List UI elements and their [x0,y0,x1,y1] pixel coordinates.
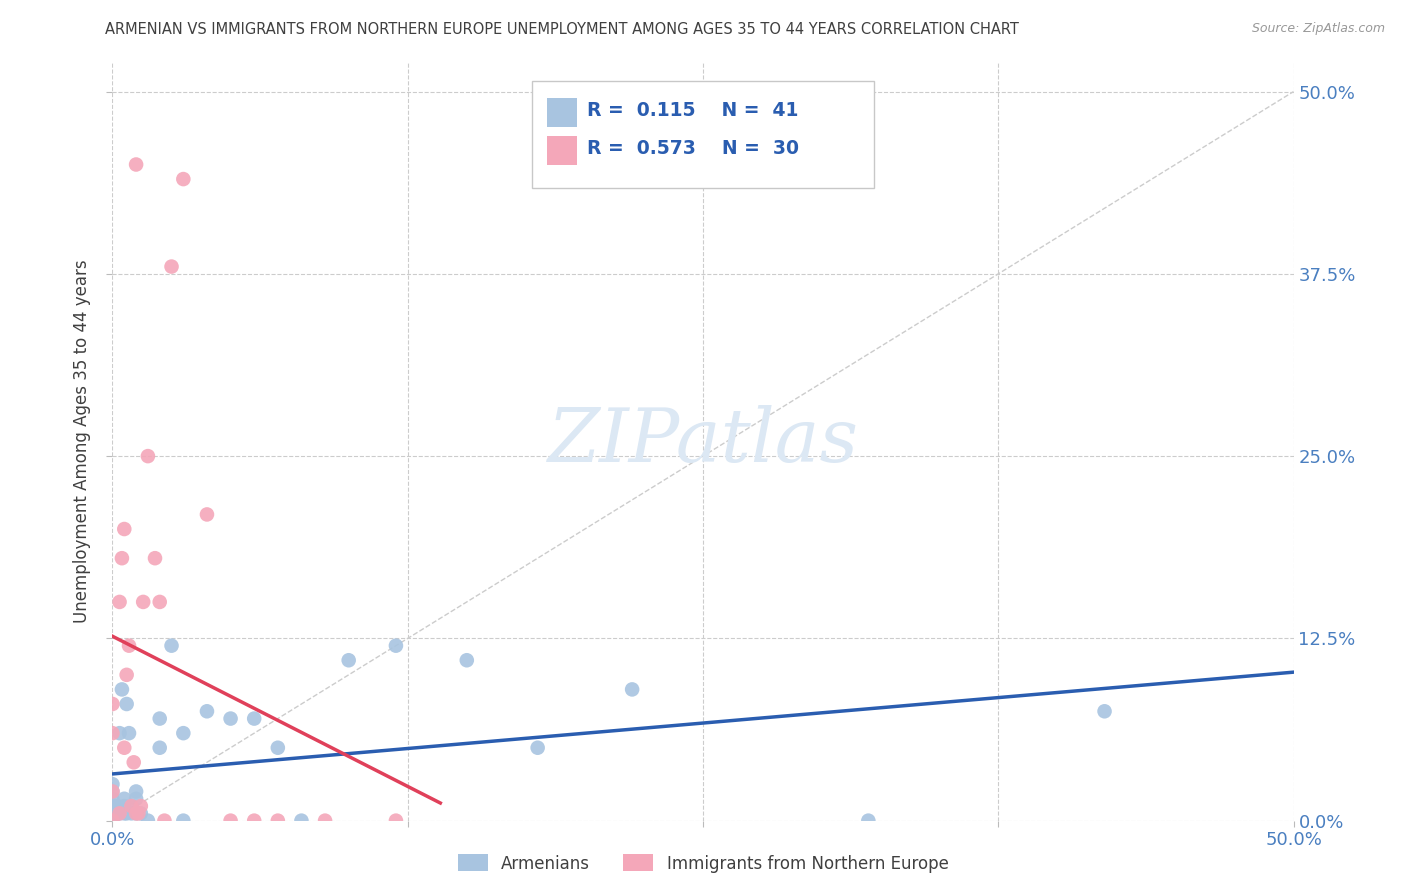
Point [115,668,138,682]
Point [172,814,194,828]
Point [136,449,159,463]
Point [101,777,124,791]
Point [385,814,408,828]
Point [526,740,548,755]
Point [101,697,124,711]
Point [456,653,478,667]
Point [111,682,134,697]
Point [1094,704,1116,718]
Point [129,799,152,814]
Point [195,508,218,522]
Text: ARMENIAN VS IMMIGRANTS FROM NORTHERN EUROPE UNEMPLOYMENT AMONG AGES 35 TO 44 YEA: ARMENIAN VS IMMIGRANTS FROM NORTHERN EUR… [105,22,1019,37]
Point [290,814,312,828]
Point [101,806,124,821]
Bar [547,98,576,127]
Point [101,726,124,740]
Point [127,806,149,821]
Point [101,784,124,798]
Point [112,799,135,814]
Point [112,740,135,755]
Point [172,726,194,740]
Point [858,814,880,828]
Point [125,157,148,171]
Point [125,784,148,798]
Text: R =  0.115    N =  41: R = 0.115 N = 41 [588,101,799,120]
Point [149,595,172,609]
Point [219,814,242,828]
Y-axis label: Unemployment Among Ages 35 to 44 years: Unemployment Among Ages 35 to 44 years [73,260,91,624]
Point [112,791,135,805]
Point [149,740,172,755]
Point [125,806,148,821]
Point [101,814,124,828]
Point [122,756,145,770]
Point [120,799,142,814]
Point [132,595,155,609]
Point [118,726,141,740]
Point [337,653,360,667]
Text: R =  0.573    N =  30: R = 0.573 N = 30 [588,138,799,158]
Point [105,799,128,814]
Point [125,806,148,821]
Point [105,806,128,821]
Point [267,740,290,755]
Point [115,697,138,711]
Point [153,814,176,828]
Point [160,260,183,274]
Legend: Armenians, Immigrants from Northern Europe: Armenians, Immigrants from Northern Euro… [451,847,955,880]
Point [108,806,131,821]
Point [314,814,336,828]
Point [243,814,266,828]
Point [243,712,266,726]
Point [129,806,152,821]
Point [160,639,183,653]
Point [267,814,290,828]
Point [219,712,242,726]
Text: ZIPatlas: ZIPatlas [547,405,859,478]
Point [120,799,142,814]
Point [118,639,141,653]
Point [621,682,644,697]
Point [115,806,138,821]
Point [136,814,159,828]
Text: Source: ZipAtlas.com: Source: ZipAtlas.com [1251,22,1385,36]
FancyBboxPatch shape [531,81,875,187]
Point [125,791,148,805]
Point [112,522,135,536]
Point [101,799,124,814]
Bar [547,136,576,165]
Point [101,791,124,805]
Point [149,712,172,726]
Point [195,704,218,718]
Point [172,172,194,186]
Point [101,814,124,828]
Point [108,806,131,821]
Point [111,551,134,566]
Point [112,806,135,821]
Point [120,806,142,821]
Point [108,726,131,740]
Point [108,595,131,609]
Point [101,784,124,798]
Point [385,639,408,653]
Point [143,551,166,566]
